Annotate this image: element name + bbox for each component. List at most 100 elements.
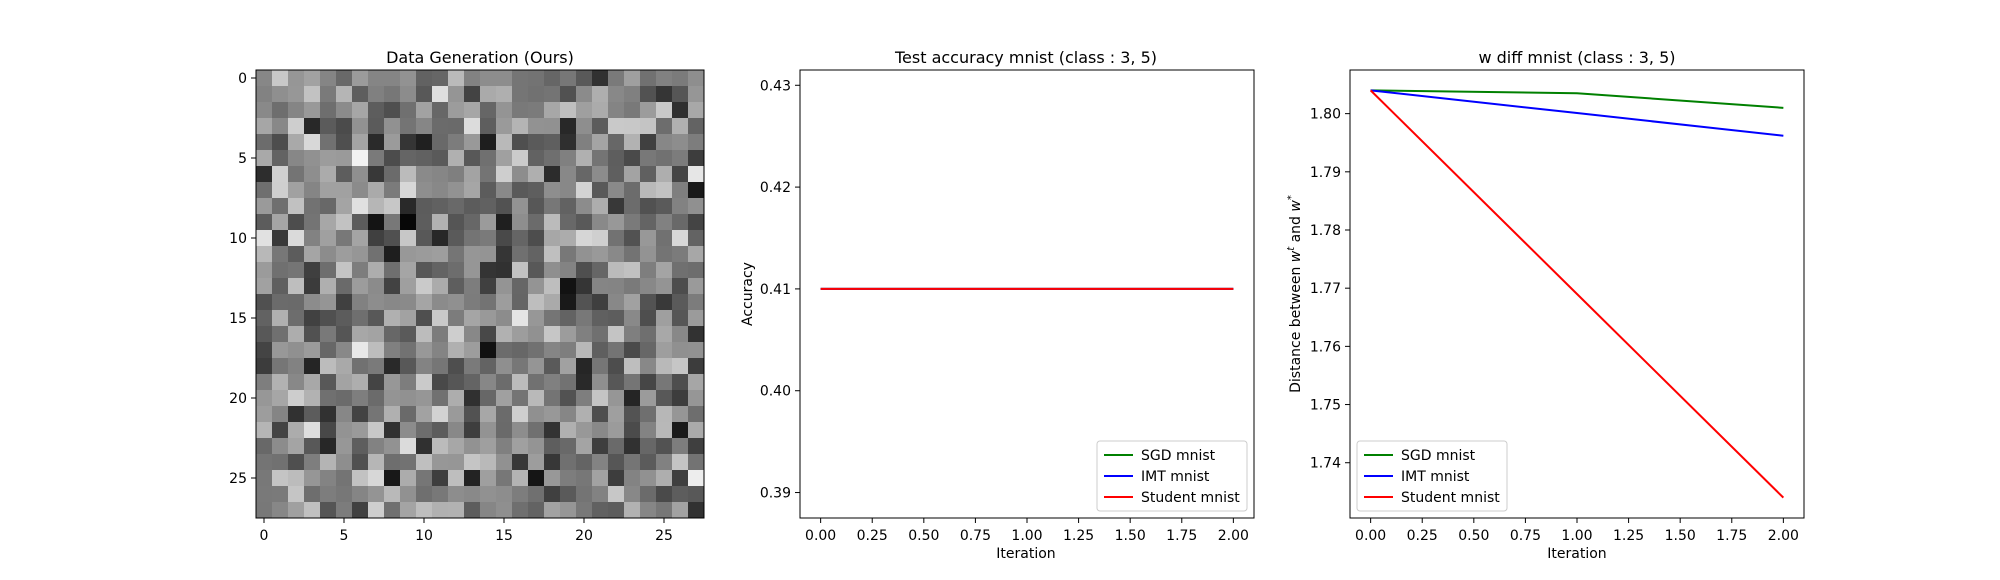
heatmap-cell: [432, 358, 449, 375]
heatmap-cell: [608, 198, 625, 215]
heatmap-cell: [384, 278, 401, 295]
heatmap-cell: [608, 182, 625, 199]
heatmap-cell: [672, 86, 689, 103]
heatmap-cell: [512, 294, 529, 311]
heatmap-cell: [272, 422, 289, 439]
heatmap-cell: [608, 70, 625, 87]
heatmap-cell: [544, 406, 561, 423]
heatmap-cell: [592, 118, 609, 135]
heatmap-cell: [432, 86, 449, 103]
wdiff-ticks: 0.00 0.25 0.50 0.75 1.00 1.25 1.50 1.75 2.00 1.74…: [1310, 107, 1799, 544]
heatmap-cell: [480, 214, 497, 231]
heatmap-cell: [336, 502, 353, 519]
heatmap-cell: [560, 502, 577, 519]
heatmap-cell: [608, 486, 625, 503]
heatmap-cell: [560, 390, 577, 407]
heatmap-cell: [432, 438, 449, 455]
heatmap-cell: [576, 390, 593, 407]
heatmap-cell: [256, 86, 273, 103]
heatmap-cell: [368, 150, 385, 167]
heatmap-cell: [368, 230, 385, 247]
heatmap-cell: [464, 118, 481, 135]
heatmap-cell: [480, 502, 497, 519]
heatmap-cell: [480, 486, 497, 503]
heatmap-cell: [608, 246, 625, 263]
heatmap-cell: [496, 262, 513, 279]
heatmap-cell: [272, 198, 289, 215]
legend-label: SGD mnist: [1141, 448, 1216, 464]
heatmap-cell: [672, 310, 689, 327]
heatmap-cell: [624, 214, 641, 231]
heatmap-cell: [400, 342, 417, 359]
wdiff-xlabel: Iteration: [1547, 546, 1606, 562]
heatmap-cell: [272, 134, 289, 151]
heatmap-cell: [496, 198, 513, 215]
heatmap-cell: [688, 454, 705, 471]
heatmap-cell: [336, 118, 353, 135]
heatmap-cell: [512, 278, 529, 295]
heatmap-cell: [496, 70, 513, 87]
heatmap-cell: [640, 406, 657, 423]
heatmap-cell: [592, 390, 609, 407]
heatmap-cell: [384, 486, 401, 503]
heatmap-cell: [288, 502, 305, 519]
heatmap-cell: [304, 230, 321, 247]
x-tick-label: 1.50: [1665, 528, 1696, 544]
legend-label: Student mnist: [1141, 490, 1240, 506]
heatmap-cell: [336, 102, 353, 119]
heatmap-cell: [400, 198, 417, 215]
heatmap-cell: [256, 470, 273, 487]
heatmap-cell: [432, 118, 449, 135]
x-tick-label: 0.75: [1510, 528, 1541, 544]
heatmap-cell: [656, 214, 673, 231]
heatmap-cell: [560, 278, 577, 295]
heatmap-cell: [544, 262, 561, 279]
heatmap-cell: [640, 502, 657, 519]
heatmap-cell: [272, 86, 289, 103]
heatmap-cell: [272, 70, 289, 87]
heatmap-cell: [544, 278, 561, 295]
heatmap-cell: [480, 406, 497, 423]
heatmap-cell: [608, 102, 625, 119]
heatmap-cell: [320, 86, 337, 103]
heatmap-cell: [688, 102, 705, 119]
heatmap-cell: [496, 342, 513, 359]
heatmap-cell: [624, 262, 641, 279]
heatmap-cell: [688, 422, 705, 439]
heatmap-cell: [480, 134, 497, 151]
heatmap-cell: [400, 358, 417, 375]
x-tick-label: 1.25: [1613, 528, 1644, 544]
heatmap-cell: [368, 358, 385, 375]
heatmap-cell: [464, 406, 481, 423]
heatmap-cell: [480, 294, 497, 311]
heatmap-cell: [656, 70, 673, 87]
heatmap-cell: [544, 182, 561, 199]
x-tick-label: 25: [655, 528, 673, 544]
heatmap-cell: [544, 486, 561, 503]
heatmap-cell: [432, 486, 449, 503]
heatmap-cell: [528, 150, 545, 167]
heatmap-cell: [672, 406, 689, 423]
heatmap-cell: [544, 374, 561, 391]
heatmap-cell: [448, 118, 465, 135]
heatmap-cell: [368, 86, 385, 103]
heatmap-cell: [496, 470, 513, 487]
heatmap-cell: [528, 470, 545, 487]
heatmap-cell: [528, 262, 545, 279]
heatmap-cell: [496, 438, 513, 455]
heatmap-cell: [592, 310, 609, 327]
heatmap-cell: [320, 70, 337, 87]
x-tick-label: 1.00: [1561, 528, 1592, 544]
heatmap-cell: [336, 198, 353, 215]
heatmap-cell: [624, 342, 641, 359]
heatmap-cell: [256, 406, 273, 423]
heatmap-cell: [496, 294, 513, 311]
heatmap-cell: [320, 390, 337, 407]
heatmap-cell: [304, 182, 321, 199]
heatmap-cell: [432, 214, 449, 231]
wdiff-legend: SGD mnist IMT mnist Student mnist: [1356, 440, 1508, 512]
heatmap-cell: [352, 70, 369, 87]
heatmap-cell: [560, 422, 577, 439]
heatmap-cell: [672, 422, 689, 439]
